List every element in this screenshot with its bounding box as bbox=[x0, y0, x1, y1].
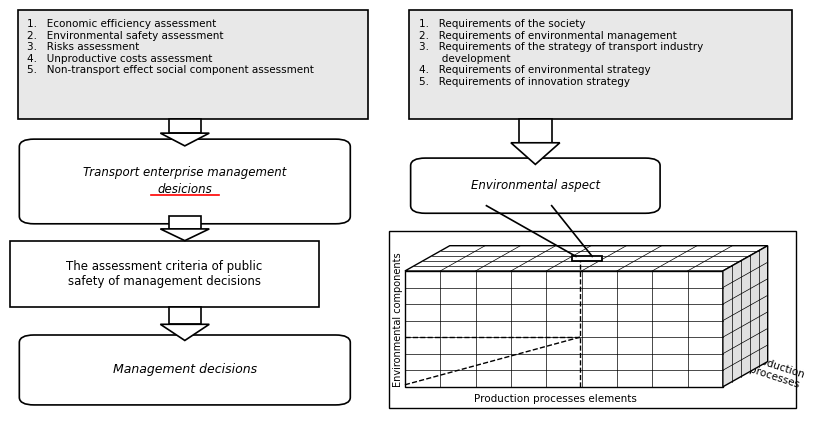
Polygon shape bbox=[169, 307, 201, 324]
Text: Transport enterprise management: Transport enterprise management bbox=[83, 166, 286, 179]
Text: Production processes elements: Production processes elements bbox=[474, 393, 637, 404]
FancyBboxPatch shape bbox=[389, 231, 796, 408]
Polygon shape bbox=[160, 229, 209, 241]
Text: The assessment criteria of public
safety of management decisions: The assessment criteria of public safety… bbox=[66, 260, 263, 288]
Text: 1.   Economic efficiency assessment
2.   Environmental safety assessment
3.   Ri: 1. Economic efficiency assessment 2. Env… bbox=[28, 19, 314, 75]
Polygon shape bbox=[160, 133, 209, 146]
Polygon shape bbox=[169, 216, 201, 229]
FancyBboxPatch shape bbox=[409, 10, 792, 119]
Polygon shape bbox=[723, 245, 768, 387]
Text: desicions: desicions bbox=[157, 183, 212, 195]
FancyBboxPatch shape bbox=[20, 335, 350, 405]
Polygon shape bbox=[405, 245, 768, 271]
Polygon shape bbox=[572, 257, 602, 261]
Text: Management decisions: Management decisions bbox=[113, 363, 257, 377]
Polygon shape bbox=[511, 143, 560, 165]
Text: Environmental aspect: Environmental aspect bbox=[471, 179, 600, 192]
Text: Environmental components: Environmental components bbox=[393, 252, 403, 387]
Polygon shape bbox=[405, 271, 723, 387]
Polygon shape bbox=[519, 119, 551, 143]
FancyBboxPatch shape bbox=[20, 139, 350, 224]
Text: Production
processes: Production processes bbox=[746, 353, 806, 391]
Text: 1.   Requirements of the society
2.   Requirements of environmental management
3: 1. Requirements of the society 2. Requir… bbox=[419, 19, 703, 87]
Polygon shape bbox=[160, 324, 209, 340]
FancyBboxPatch shape bbox=[18, 10, 368, 119]
FancyBboxPatch shape bbox=[10, 242, 319, 307]
Polygon shape bbox=[169, 119, 201, 133]
FancyBboxPatch shape bbox=[411, 158, 660, 213]
